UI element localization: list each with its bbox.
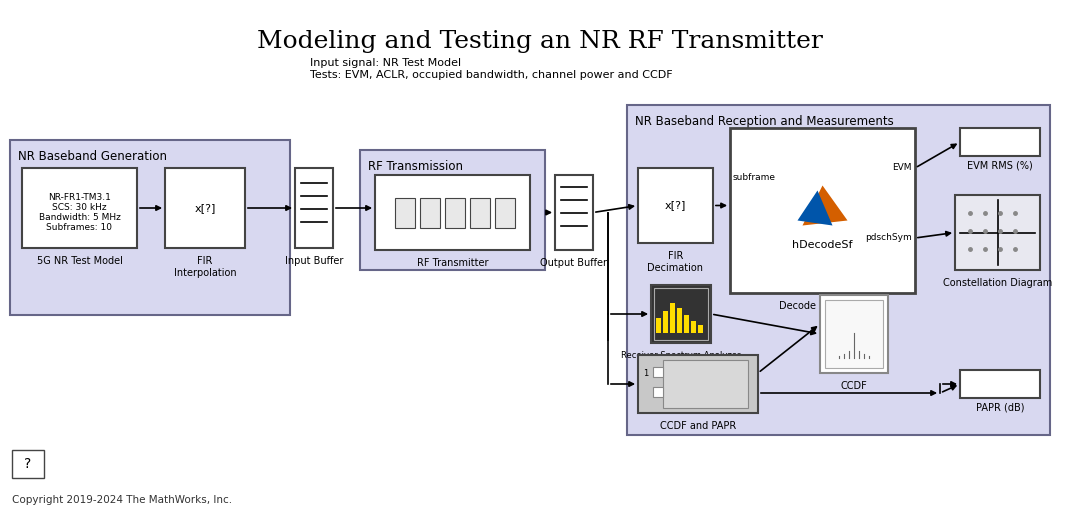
FancyBboxPatch shape	[960, 370, 1040, 398]
FancyBboxPatch shape	[663, 311, 669, 333]
Text: NR Baseband Reception and Measurements: NR Baseband Reception and Measurements	[635, 115, 894, 128]
Text: CCDF: CCDF	[840, 381, 867, 391]
Text: ?: ?	[25, 457, 31, 471]
Text: Decode Subframe: Decode Subframe	[779, 301, 866, 311]
FancyBboxPatch shape	[555, 175, 593, 250]
Text: Copyright 2019-2024 The MathWorks, Inc.: Copyright 2019-2024 The MathWorks, Inc.	[12, 495, 232, 505]
Text: Input Buffer: Input Buffer	[285, 256, 343, 266]
FancyBboxPatch shape	[638, 355, 758, 413]
Text: Constellation Diagram: Constellation Diagram	[943, 278, 1052, 288]
FancyBboxPatch shape	[638, 168, 713, 243]
Polygon shape	[797, 190, 833, 225]
FancyBboxPatch shape	[651, 285, 711, 343]
Text: x[?]: x[?]	[665, 200, 686, 211]
FancyBboxPatch shape	[698, 325, 703, 333]
FancyBboxPatch shape	[295, 168, 333, 248]
Text: EVM: EVM	[892, 163, 912, 172]
FancyBboxPatch shape	[395, 198, 415, 227]
FancyBboxPatch shape	[653, 387, 663, 397]
Text: NR Baseband Generation: NR Baseband Generation	[18, 150, 167, 163]
FancyBboxPatch shape	[420, 198, 440, 227]
Text: Input signal: NR Test Model: Input signal: NR Test Model	[310, 58, 461, 68]
FancyBboxPatch shape	[825, 300, 883, 368]
Text: RF Transmission: RF Transmission	[368, 160, 463, 173]
Text: 1: 1	[644, 368, 649, 377]
FancyBboxPatch shape	[375, 175, 530, 250]
Text: Output Buffer: Output Buffer	[540, 258, 607, 268]
FancyBboxPatch shape	[10, 140, 291, 315]
FancyBboxPatch shape	[663, 360, 748, 408]
FancyBboxPatch shape	[960, 128, 1040, 156]
Text: CCDF and PAPR: CCDF and PAPR	[660, 421, 737, 431]
Text: FIR
Interpolation: FIR Interpolation	[174, 256, 237, 278]
FancyBboxPatch shape	[677, 308, 681, 333]
Text: Modeling and Testing an NR RF Transmitter: Modeling and Testing an NR RF Transmitte…	[257, 30, 823, 53]
Text: PAPR (dB): PAPR (dB)	[975, 403, 1024, 413]
Text: SCS: 30 kHz: SCS: 30 kHz	[52, 203, 107, 212]
FancyBboxPatch shape	[445, 198, 465, 227]
Text: hDecodeSf: hDecodeSf	[793, 240, 853, 251]
Text: 5G NR Test Model: 5G NR Test Model	[37, 256, 122, 266]
Text: RF Transmitter: RF Transmitter	[417, 258, 488, 268]
FancyBboxPatch shape	[22, 168, 137, 248]
FancyBboxPatch shape	[670, 303, 675, 333]
Text: CCDF: CCDF	[706, 368, 730, 377]
Text: Tests: EVM, ACLR, occupied bandwidth, channel power and CCDF: Tests: EVM, ACLR, occupied bandwidth, ch…	[310, 70, 673, 80]
FancyBboxPatch shape	[165, 168, 245, 248]
Text: PAPR: PAPR	[707, 389, 729, 398]
Text: Subframes: 10: Subframes: 10	[46, 224, 112, 233]
Polygon shape	[802, 185, 848, 225]
FancyBboxPatch shape	[684, 315, 689, 333]
FancyBboxPatch shape	[820, 295, 888, 373]
FancyBboxPatch shape	[12, 450, 44, 478]
FancyBboxPatch shape	[656, 318, 661, 333]
FancyBboxPatch shape	[495, 198, 515, 227]
Text: FIR
Decimation: FIR Decimation	[648, 251, 703, 272]
FancyBboxPatch shape	[470, 198, 490, 227]
Text: x[?]: x[?]	[194, 203, 216, 213]
FancyBboxPatch shape	[627, 105, 1050, 435]
FancyBboxPatch shape	[955, 195, 1040, 270]
Text: NR-FR1-TM3.1: NR-FR1-TM3.1	[49, 194, 111, 202]
FancyBboxPatch shape	[691, 321, 696, 333]
FancyBboxPatch shape	[730, 128, 915, 293]
Text: subframe: subframe	[733, 173, 777, 183]
Text: Receiver Spectrum Analyzer: Receiver Spectrum Analyzer	[621, 351, 741, 360]
Text: EVM RMS (%): EVM RMS (%)	[967, 161, 1032, 171]
FancyBboxPatch shape	[653, 367, 663, 377]
Text: Bandwidth: 5 MHz: Bandwidth: 5 MHz	[39, 213, 121, 223]
Text: pdschSym: pdschSym	[865, 234, 912, 242]
FancyBboxPatch shape	[360, 150, 545, 270]
